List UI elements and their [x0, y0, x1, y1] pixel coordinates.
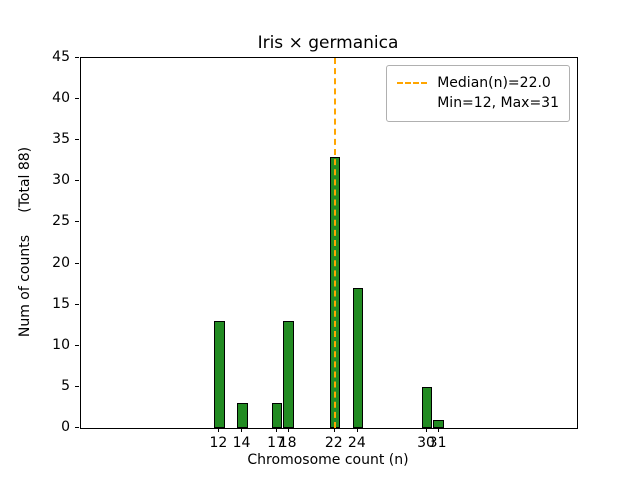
- y-tick-mark: [75, 427, 79, 428]
- y-tick-label: 5: [61, 377, 70, 394]
- x-tick-label: 22: [324, 435, 343, 451]
- y-tick-mark: [75, 57, 79, 58]
- x-axis-label: Chromosome count (n): [247, 452, 409, 468]
- x-tick-label: 12: [209, 435, 228, 451]
- chart-title: Iris × germanica: [257, 33, 399, 53]
- x-tick-label: 14: [232, 435, 251, 451]
- x-tick-mark: [218, 428, 220, 432]
- bar-30: [421, 386, 433, 428]
- x-tick-mark: [356, 428, 358, 432]
- median-line-legend-swatch: [397, 82, 428, 85]
- legend: Median(n)=22.0 Min=12, Max=31: [386, 65, 570, 122]
- y-tick-label: 20: [52, 254, 70, 271]
- y-tick-mark: [75, 385, 79, 387]
- y-tick-label: 25: [52, 213, 70, 230]
- y-tick-label: 45: [52, 49, 70, 65]
- legend-row-minmax: Min=12, Max=31: [397, 93, 559, 113]
- x-tick-label: 18: [278, 435, 297, 451]
- y-tick-mark: [75, 180, 79, 182]
- bar-18: [283, 321, 294, 428]
- x-tick-mark: [333, 428, 335, 432]
- x-tick-mark: [287, 428, 289, 432]
- y-tick-label: 40: [52, 90, 70, 107]
- x-tick-label: 17: [267, 435, 285, 451]
- x-tick-label: 30: [417, 435, 435, 451]
- bar-31: [433, 419, 444, 428]
- y-tick-label: 0: [61, 419, 70, 435]
- x-tick-mark: [437, 428, 439, 432]
- x-tick-mark: [426, 428, 428, 432]
- y-tick-mark: [75, 262, 79, 264]
- bar-24: [352, 288, 364, 428]
- y-tick-label: 35: [52, 131, 70, 148]
- bar-14: [237, 403, 248, 428]
- legend-median-label: Median(n)=22.0: [437, 75, 551, 91]
- y-tick-mark: [75, 139, 79, 141]
- bar-12: [214, 321, 225, 428]
- x-tick-label: 31: [428, 435, 447, 451]
- y-tick-label: 15: [52, 295, 70, 312]
- legend-row-median: Median(n)=22.0: [397, 73, 559, 93]
- legend-minmax-label: Min=12, Max=31: [437, 95, 559, 112]
- x-tick-mark: [241, 428, 243, 432]
- y-tick-label: 30: [52, 172, 70, 189]
- plot-area: Median(n)=22.0 Min=12, Max=31: [80, 57, 578, 429]
- y-tick-mark: [75, 344, 79, 346]
- x-tick-mark: [276, 428, 278, 432]
- x-tick-label: 24: [347, 435, 366, 451]
- y-tick-mark: [75, 221, 79, 223]
- y-tick-mark: [75, 98, 79, 100]
- median-line: [333, 58, 336, 428]
- y-tick-label: 10: [52, 336, 70, 353]
- y-tick-mark: [75, 303, 79, 305]
- bar-17: [271, 403, 283, 428]
